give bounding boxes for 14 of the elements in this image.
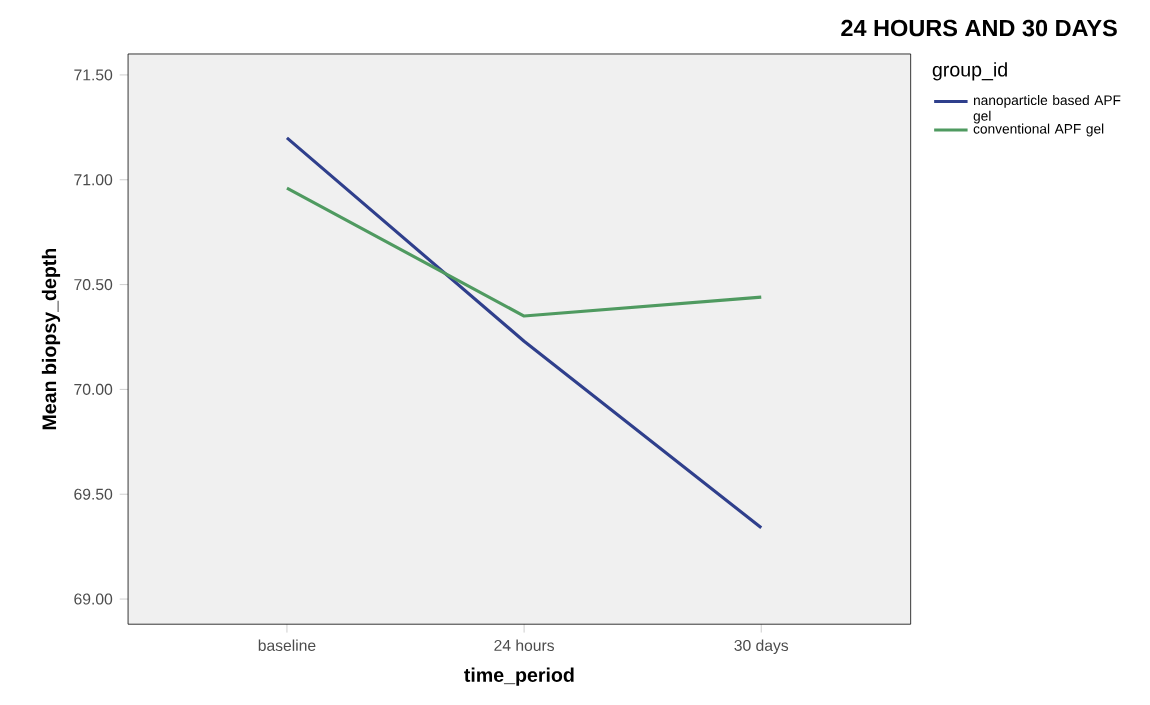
y-tick-label: 69.00 xyxy=(74,593,113,605)
x-axis-title: time_period xyxy=(464,667,574,686)
y-axis-title: Mean biopsy_depth xyxy=(41,248,61,430)
y-tick-label: 70.00 xyxy=(74,383,113,395)
y-tick-label: 69.50 xyxy=(74,488,113,500)
text: 24 HOURS AND 30 DAYS xyxy=(841,19,1117,37)
y-tick-label: 71.00 xyxy=(74,174,113,186)
legend-title: group_id xyxy=(932,62,1007,81)
x-tick-label: baseline xyxy=(258,639,316,652)
x-tick-label: 24 hours xyxy=(494,639,555,652)
x-tick-label: 30 days xyxy=(734,639,789,655)
y-tick-label: 70.50 xyxy=(74,279,113,291)
y-tick-label: 71.50 xyxy=(74,69,113,81)
legend-label: conventional APF gel xyxy=(973,123,1104,137)
